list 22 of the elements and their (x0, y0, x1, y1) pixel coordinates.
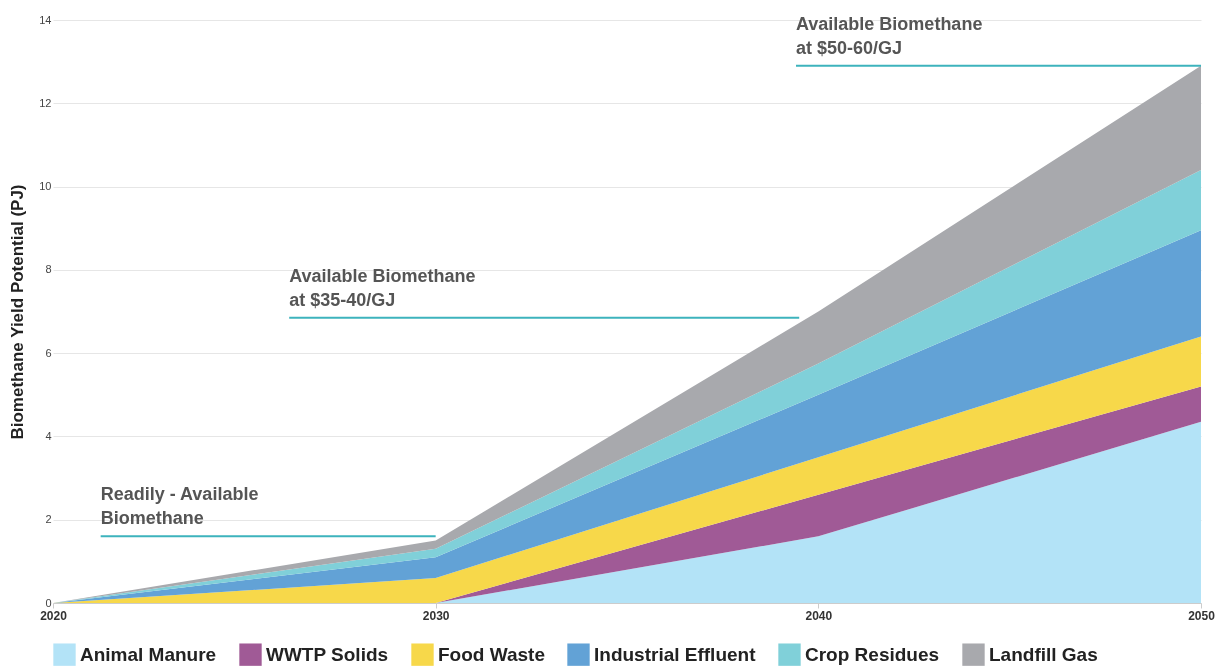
y-tick-label: 0 (45, 596, 52, 609)
y-tick-label: 10 (39, 180, 52, 193)
y-tick-label: 2 (45, 513, 52, 526)
y-tick-label: 12 (39, 96, 52, 109)
annotation: Available Biomethane at $50-60/GJ (796, 13, 983, 58)
legend-label: Crop Residues (805, 643, 940, 665)
y-tick-label: 4 (45, 429, 52, 442)
y-tick-label: 6 (45, 346, 52, 359)
legend-label: Industrial Effluent (594, 643, 757, 665)
legend-label: Landfill Gas (989, 643, 1098, 665)
legend-label: Food Waste (438, 643, 545, 665)
annotation: Available Biomethane at $35-40/GJ (289, 265, 476, 310)
y-axis-title: Biomethane Yield Potential (PJ) (8, 184, 28, 440)
annotation: Readily - Available Biomethane (100, 484, 259, 529)
y-tick-label: 14 (39, 13, 52, 26)
legend-label: Animal Manure (80, 643, 217, 665)
y-tick-label: 8 (45, 263, 52, 276)
legend-label: WWTP Solids (266, 643, 389, 665)
x-tick-label: 2050 (1188, 608, 1216, 623)
x-tick-label: 2020 (40, 608, 68, 623)
x-tick-label: 2040 (805, 608, 833, 623)
x-tick-label: 2030 (422, 608, 450, 623)
